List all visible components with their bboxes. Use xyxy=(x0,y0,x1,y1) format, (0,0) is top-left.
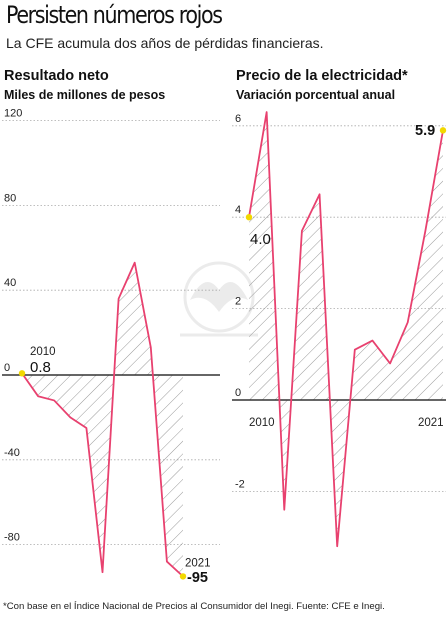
y-tick-label: 2 xyxy=(235,296,241,308)
y-tick-label: 0 xyxy=(235,387,241,399)
y-tick-label: 40 xyxy=(4,277,16,289)
page-subtitle: La CFE acumula dos años de pérdidas fina… xyxy=(6,35,324,51)
series-area-hatch xyxy=(22,262,183,577)
chart-2-title: Precio de la electricidad* xyxy=(236,68,408,84)
y-tick-label: 80 xyxy=(4,192,16,204)
y-tick-label: 120 xyxy=(4,108,22,120)
data-point xyxy=(389,362,391,365)
chart-2-plot: 6 4 2 0 -2 2010 2021 4.0 5.9 xyxy=(232,111,447,548)
data-point xyxy=(283,509,285,511)
value-callout: 4.0 xyxy=(250,231,271,248)
data-point xyxy=(407,321,409,323)
data-point xyxy=(354,349,356,351)
year-label: 2010 xyxy=(30,346,56,358)
data-point xyxy=(37,395,39,397)
data-point xyxy=(69,416,71,418)
data-point xyxy=(336,545,338,547)
year-label: 2021 xyxy=(185,557,211,569)
data-point xyxy=(318,193,321,195)
footnote: *Con base en el Índice Nacional de Preci… xyxy=(3,601,385,612)
start-point-marker xyxy=(245,214,253,221)
data-point xyxy=(101,571,104,573)
page-title: Persisten números rojos xyxy=(6,1,223,29)
data-point xyxy=(266,111,268,113)
chart-1-subtitle: Miles de millones de pesos xyxy=(4,88,166,102)
y-tick-label: 6 xyxy=(235,113,241,125)
series-area-hatch xyxy=(249,112,443,547)
data-point xyxy=(118,298,120,300)
chart-1-title: Resultado neto xyxy=(4,68,109,84)
year-label: 2010 xyxy=(249,417,275,429)
data-point xyxy=(150,346,152,349)
y-tick-label: 0 xyxy=(4,362,10,374)
data-point xyxy=(301,230,303,232)
chart-2-subtitle: Variación porcentual anual xyxy=(236,88,396,102)
data-point xyxy=(424,230,426,232)
y-tick-label: -40 xyxy=(4,447,20,459)
value-callout: 0.8 xyxy=(30,359,51,376)
data-point xyxy=(166,560,168,563)
end-point-marker xyxy=(439,127,447,134)
data-point xyxy=(85,427,87,429)
chart-1-plot: 120 80 40 0 -40 -80 2010 2021 0.8 -95 xyxy=(2,108,220,586)
cfe-watermark-logo xyxy=(180,261,258,337)
y-tick-label: 4 xyxy=(235,204,241,216)
year-label: 2021 xyxy=(418,417,444,429)
value-callout: -95 xyxy=(187,570,208,586)
start-point-marker xyxy=(18,370,26,377)
end-point-marker xyxy=(179,573,187,580)
series-line xyxy=(248,111,444,548)
data-point xyxy=(53,399,55,402)
data-point xyxy=(134,262,136,264)
value-callout: 5.9 xyxy=(415,123,435,139)
data-point xyxy=(371,339,374,342)
y-tick-label: -80 xyxy=(4,532,20,544)
y-tick-label: -2 xyxy=(235,478,245,490)
